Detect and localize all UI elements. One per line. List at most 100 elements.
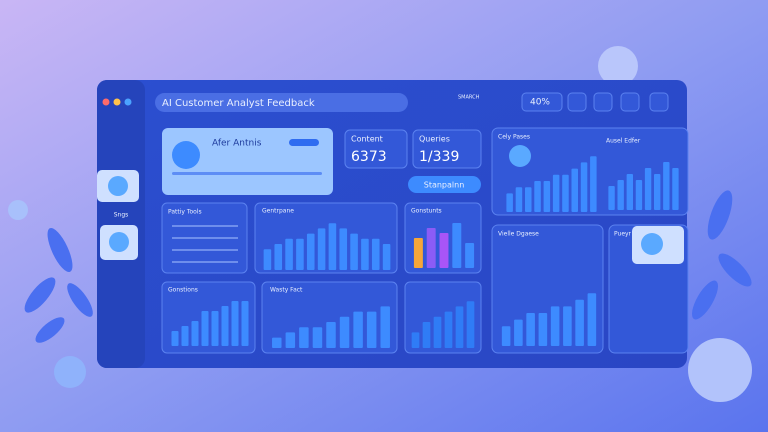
bar — [608, 186, 615, 210]
bar — [241, 301, 249, 346]
search-label: SMARCH — [458, 95, 480, 101]
bar — [635, 180, 643, 210]
bar — [501, 326, 511, 346]
bar — [231, 301, 239, 346]
card-title: Cely Pases — [498, 134, 530, 141]
stat-value: 1/339 — [419, 149, 459, 165]
card-title: Gonstunts — [411, 208, 442, 215]
bar — [350, 233, 358, 270]
bar — [326, 322, 336, 348]
bar — [285, 238, 293, 270]
bar — [171, 331, 179, 346]
bar — [526, 313, 535, 346]
bar — [433, 316, 442, 348]
avatar — [641, 233, 663, 255]
bar — [181, 326, 189, 346]
tool-lines — [172, 225, 238, 263]
bar — [380, 306, 390, 348]
bar — [285, 332, 296, 348]
icon-button[interactable] — [649, 92, 669, 112]
bar — [524, 187, 532, 212]
window-dot — [124, 98, 132, 106]
bar — [506, 193, 513, 212]
bar — [550, 306, 560, 346]
bar — [191, 321, 199, 346]
bar — [626, 174, 634, 210]
window-dot — [113, 98, 121, 106]
bar — [444, 311, 453, 348]
bar — [587, 293, 597, 346]
bar — [672, 168, 679, 210]
bar — [211, 311, 219, 346]
search-bar[interactable] — [155, 93, 408, 112]
bar — [371, 238, 380, 270]
bar — [538, 313, 548, 346]
bar — [580, 162, 588, 212]
badge-text: 40% — [530, 98, 550, 108]
stat-value: 6373 — [351, 149, 387, 165]
icon-button[interactable] — [593, 92, 613, 112]
bar — [422, 322, 431, 348]
bar — [296, 238, 304, 270]
card-title: Ausel Edfer — [606, 138, 641, 145]
bar — [426, 228, 436, 268]
avatar — [509, 145, 531, 167]
bar — [221, 306, 229, 346]
bar — [353, 311, 363, 348]
bar — [455, 306, 464, 348]
decor-bubble — [8, 200, 28, 220]
bar — [317, 228, 326, 270]
bar — [306, 233, 315, 270]
bar — [465, 243, 475, 268]
app-title: AI Customer Analyst Feedback — [162, 98, 315, 109]
card-title: Vielle Dgaese — [498, 231, 539, 238]
bar — [339, 228, 348, 270]
toggle[interactable] — [289, 139, 319, 146]
bar — [575, 299, 584, 346]
badge[interactable] — [521, 92, 563, 112]
card-title: Pueyr — [614, 231, 632, 238]
card-title: Gonstions — [168, 287, 198, 294]
bar — [552, 174, 560, 212]
bar — [534, 181, 541, 212]
bar — [272, 337, 282, 348]
decor-bubble — [598, 46, 638, 86]
decor-bubble — [688, 338, 752, 402]
bar — [439, 233, 449, 268]
decor-bubble — [54, 356, 86, 388]
bar — [514, 319, 523, 346]
profile-name: Afer Antnis — [212, 139, 262, 149]
bar — [339, 316, 350, 348]
bar — [201, 311, 209, 346]
bar — [366, 311, 377, 348]
primary-button[interactable] — [408, 176, 481, 193]
bar — [299, 327, 309, 348]
bar — [312, 327, 323, 348]
avatar — [109, 232, 129, 252]
icon-button[interactable] — [567, 92, 587, 112]
stat-label: Queries — [419, 135, 450, 144]
window-dot — [102, 98, 110, 106]
progress — [172, 172, 322, 175]
bar — [663, 162, 670, 210]
chart-card — [261, 281, 398, 354]
sidebar-label: Sngs — [114, 212, 129, 219]
avatar — [172, 141, 200, 169]
avatar — [108, 176, 128, 196]
stat-card — [412, 129, 482, 169]
bar — [515, 187, 523, 212]
bar — [382, 244, 391, 270]
sidebar — [97, 80, 145, 368]
card-title: Pattiy Tools — [168, 209, 202, 216]
icon-button[interactable] — [620, 92, 640, 112]
bar — [653, 174, 661, 210]
stat-card — [344, 129, 408, 169]
button-label: Stanpalnn — [424, 181, 465, 190]
bar — [562, 174, 569, 212]
bar — [563, 306, 572, 346]
card-title: Gentrpane — [262, 208, 294, 215]
bar — [571, 168, 579, 212]
bar — [328, 223, 337, 270]
